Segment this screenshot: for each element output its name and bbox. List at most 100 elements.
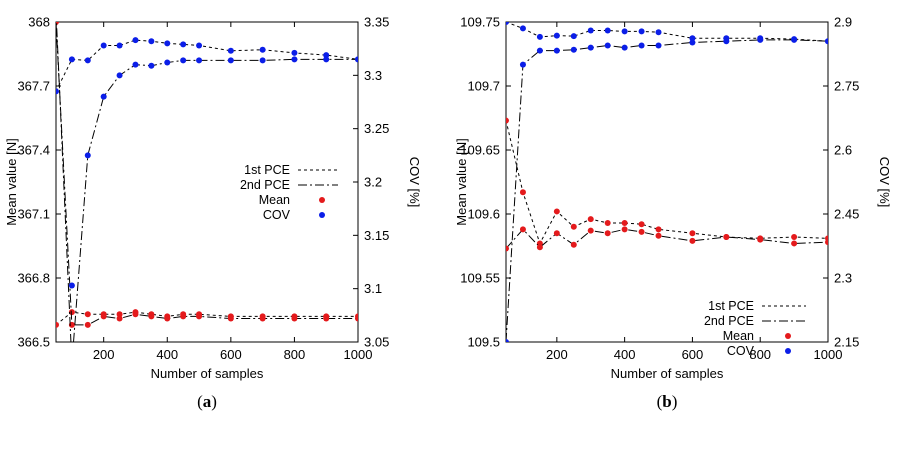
mean-point bbox=[723, 234, 730, 241]
cov-point bbox=[68, 282, 75, 289]
y-right-axis-label: COV [%] bbox=[877, 157, 892, 208]
y-right-tick-label: 2.3 bbox=[834, 271, 852, 286]
mean-point bbox=[570, 223, 577, 230]
cov-point bbox=[519, 61, 526, 68]
legend-label: 1st PCE bbox=[244, 163, 290, 177]
mean-point bbox=[655, 226, 662, 233]
cov-point bbox=[604, 42, 611, 49]
x-tick-label: 400 bbox=[614, 347, 636, 362]
y-left-tick-label: 367.4 bbox=[17, 143, 50, 158]
cov-point bbox=[148, 38, 155, 45]
cov-point bbox=[791, 36, 798, 43]
cov-point bbox=[689, 39, 696, 46]
chart-caption: (a) bbox=[197, 392, 217, 411]
cov-point bbox=[259, 57, 266, 64]
x-tick-label: 800 bbox=[284, 347, 306, 362]
plot-frame bbox=[505, 21, 829, 343]
series-line-cov-2nd-pce bbox=[56, 22, 358, 342]
mean-point bbox=[519, 226, 526, 233]
legend-label: Mean bbox=[259, 193, 290, 207]
y-left-tick-label: 109.5 bbox=[467, 335, 500, 350]
mean-point bbox=[689, 230, 696, 237]
mean-point bbox=[621, 219, 628, 226]
cov-point bbox=[100, 93, 107, 100]
plot-area bbox=[56, 22, 358, 342]
cov-point bbox=[259, 46, 266, 53]
legend-swatch-cov bbox=[785, 348, 791, 354]
cov-point bbox=[621, 28, 628, 35]
mean-point bbox=[506, 245, 509, 252]
series-line-cov-1st-pce bbox=[506, 22, 828, 42]
mean-point bbox=[148, 313, 155, 320]
mean-point bbox=[638, 228, 645, 235]
cov-point bbox=[355, 56, 358, 63]
x-tick-label: 200 bbox=[546, 347, 568, 362]
x-tick-label: 800 bbox=[749, 347, 771, 362]
y-right-tick-label: 3.35 bbox=[364, 15, 389, 30]
x-tick-label: 1000 bbox=[814, 347, 843, 362]
y-right-tick-label: 3.25 bbox=[364, 121, 389, 136]
cov-point bbox=[180, 41, 187, 48]
mean-point bbox=[291, 315, 298, 322]
chart-b: 200 400 600 800 1000 109.5 109.55 109.6 109.65 10… bbox=[454, 15, 892, 412]
cov-point bbox=[227, 47, 234, 54]
y-right-tick-label: 2.6 bbox=[834, 143, 852, 158]
cov-point bbox=[570, 33, 577, 40]
legend-label: Mean bbox=[723, 329, 754, 343]
cov-point bbox=[84, 152, 91, 159]
series-line-cov-1st-pce bbox=[56, 39, 358, 92]
cov-point bbox=[655, 42, 662, 49]
y-right-axis-label: COV [%] bbox=[407, 157, 422, 208]
mean-point bbox=[757, 236, 764, 243]
legend-swatch-mean bbox=[785, 333, 791, 339]
x-tick-label: 600 bbox=[682, 347, 704, 362]
y-left-axis-label: Mean value [N] bbox=[454, 138, 469, 225]
mean-point bbox=[84, 321, 91, 328]
cov-point bbox=[506, 22, 509, 25]
cov-point bbox=[689, 35, 696, 42]
mean-point bbox=[638, 221, 645, 228]
cov-point bbox=[570, 46, 577, 53]
y-right-tick-label: 3.2 bbox=[364, 175, 382, 190]
mean-point bbox=[587, 227, 594, 234]
mean-point bbox=[180, 313, 187, 320]
chart-caption: (b) bbox=[657, 392, 678, 411]
series-line-mean-2nd-pce bbox=[56, 22, 358, 326]
y-left-tick-label: 109.55 bbox=[460, 271, 500, 286]
mean-point bbox=[132, 311, 139, 318]
mean-point bbox=[56, 22, 59, 25]
y-left-axis-label: Mean value [N] bbox=[4, 138, 19, 225]
series-line-cov-2nd-pce bbox=[506, 39, 828, 342]
y-right-tick-label: 2.45 bbox=[834, 207, 859, 222]
mean-point bbox=[553, 230, 560, 237]
mean-point bbox=[825, 239, 828, 246]
mean-point bbox=[68, 309, 75, 316]
cov-point bbox=[638, 28, 645, 35]
y-right-tick-label: 3.05 bbox=[364, 335, 389, 350]
y-right-tick-label: 3.1 bbox=[364, 281, 382, 296]
cov-point bbox=[132, 61, 139, 68]
legend-swatch-cov bbox=[319, 212, 325, 218]
series-line-mean-1st-pce bbox=[506, 120, 828, 245]
cov-point bbox=[323, 52, 330, 59]
y-left-tick-label: 367.7 bbox=[17, 79, 50, 94]
cov-point bbox=[536, 47, 543, 54]
mean-point bbox=[196, 313, 203, 320]
mean-point bbox=[604, 219, 611, 226]
cov-point bbox=[587, 27, 594, 34]
mean-point bbox=[116, 315, 123, 322]
plot-frame bbox=[55, 21, 359, 343]
cov-point bbox=[621, 44, 628, 51]
cov-point bbox=[604, 27, 611, 34]
cov-point bbox=[68, 56, 75, 63]
cov-point bbox=[655, 29, 662, 36]
mean-point bbox=[791, 234, 798, 241]
y-left-tick-label: 109.7 bbox=[467, 79, 500, 94]
cov-point bbox=[196, 42, 203, 49]
cov-point bbox=[227, 57, 234, 64]
cov-point bbox=[506, 339, 509, 342]
plot-area bbox=[506, 22, 828, 342]
